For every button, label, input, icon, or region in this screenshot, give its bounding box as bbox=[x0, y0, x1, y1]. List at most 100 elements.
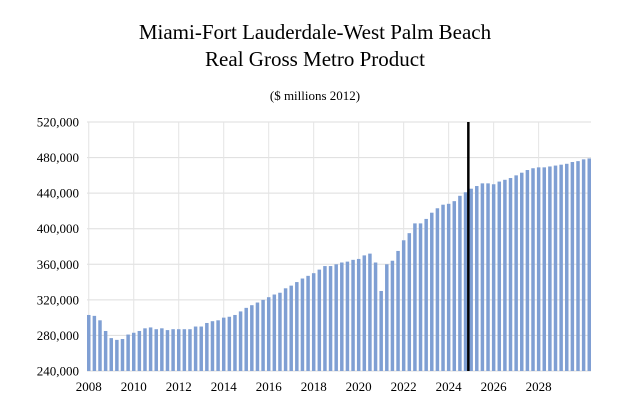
x-tick-label: 2014 bbox=[211, 379, 238, 394]
bar bbox=[261, 299, 265, 371]
bar bbox=[143, 328, 147, 371]
bar bbox=[452, 201, 457, 371]
bar bbox=[210, 321, 215, 371]
bar bbox=[385, 264, 389, 371]
bar bbox=[368, 253, 372, 371]
x-tick-label: 2008 bbox=[76, 379, 102, 394]
bar bbox=[233, 314, 237, 371]
y-tick-label: 400,000 bbox=[37, 221, 79, 236]
bar bbox=[581, 159, 586, 371]
bar bbox=[266, 297, 271, 371]
bar bbox=[463, 192, 468, 371]
bar bbox=[205, 322, 209, 371]
bar bbox=[311, 273, 316, 371]
bar bbox=[250, 305, 254, 371]
bar bbox=[486, 183, 490, 371]
bar bbox=[255, 302, 260, 371]
x-tick-label: 2016 bbox=[256, 379, 283, 394]
bar bbox=[559, 164, 563, 371]
bar bbox=[300, 278, 305, 371]
bar bbox=[441, 204, 445, 371]
bar bbox=[469, 188, 473, 371]
bar bbox=[137, 330, 142, 371]
bar bbox=[317, 269, 322, 371]
bar bbox=[413, 223, 417, 371]
bar bbox=[92, 315, 97, 371]
bar bbox=[278, 292, 282, 371]
bar bbox=[497, 181, 502, 371]
bar bbox=[238, 311, 243, 371]
bar bbox=[289, 285, 293, 371]
bar bbox=[570, 162, 575, 371]
bar bbox=[295, 282, 299, 371]
bar bbox=[503, 179, 507, 371]
bar bbox=[154, 329, 158, 371]
bar bbox=[165, 330, 170, 371]
bar bbox=[508, 178, 513, 371]
bar bbox=[109, 338, 113, 371]
bar bbox=[272, 294, 277, 371]
bar bbox=[390, 260, 395, 371]
y-tick-label: 520,000 bbox=[37, 115, 79, 130]
bar bbox=[520, 172, 524, 371]
bar bbox=[418, 223, 423, 371]
bar bbox=[475, 186, 479, 371]
bar bbox=[446, 203, 451, 371]
bar bbox=[126, 334, 130, 371]
bar bbox=[98, 320, 102, 371]
bar bbox=[188, 329, 192, 371]
chart-title: Miami-Fort Lauderdale-West Palm Beach bbox=[138, 20, 492, 44]
bar bbox=[351, 259, 355, 371]
bar bbox=[306, 275, 310, 371]
x-tick-label: 2018 bbox=[301, 379, 327, 394]
bar bbox=[553, 165, 558, 371]
chart-subtitle: Real Gross Metro Product bbox=[205, 47, 425, 71]
y-tick-label: 280,000 bbox=[37, 328, 79, 343]
bar bbox=[160, 328, 164, 371]
bar bbox=[345, 261, 350, 371]
bar bbox=[430, 212, 434, 371]
y-tick-label: 240,000 bbox=[37, 364, 79, 379]
bar bbox=[356, 258, 361, 371]
bar bbox=[199, 326, 203, 371]
y-tick-label: 320,000 bbox=[37, 292, 79, 307]
x-tick-label: 2012 bbox=[166, 379, 192, 394]
bar bbox=[182, 329, 187, 371]
x-tick-label: 2024 bbox=[436, 379, 463, 394]
bar bbox=[531, 168, 535, 371]
x-tick-label: 2010 bbox=[121, 379, 147, 394]
bar bbox=[424, 218, 428, 371]
bar bbox=[216, 320, 220, 371]
bar bbox=[576, 161, 580, 371]
bar bbox=[536, 167, 541, 371]
y-tick-label: 360,000 bbox=[37, 257, 79, 272]
bar bbox=[244, 307, 248, 371]
bar bbox=[542, 167, 547, 371]
bar bbox=[87, 314, 91, 371]
bar bbox=[283, 288, 288, 371]
bar bbox=[480, 183, 485, 371]
bar bbox=[340, 262, 344, 371]
bar bbox=[373, 262, 378, 371]
bar bbox=[362, 255, 367, 371]
bar bbox=[328, 266, 333, 371]
bar bbox=[514, 175, 518, 371]
bar bbox=[407, 233, 412, 371]
bar bbox=[148, 327, 153, 371]
bar bbox=[221, 317, 226, 371]
bar bbox=[548, 166, 552, 371]
bar bbox=[334, 264, 338, 371]
bar bbox=[103, 330, 108, 371]
bar bbox=[379, 290, 383, 371]
bar bbox=[525, 170, 530, 371]
bar bbox=[131, 332, 136, 371]
x-tick-label: 2020 bbox=[346, 379, 372, 394]
bar bbox=[458, 195, 462, 371]
x-tick-label: 2028 bbox=[526, 379, 552, 394]
bar bbox=[120, 338, 125, 371]
bar bbox=[565, 163, 569, 371]
bar bbox=[323, 266, 327, 371]
bar bbox=[401, 240, 406, 371]
bar bbox=[176, 329, 181, 371]
chart-units-note: ($ millions 2012) bbox=[269, 88, 361, 103]
